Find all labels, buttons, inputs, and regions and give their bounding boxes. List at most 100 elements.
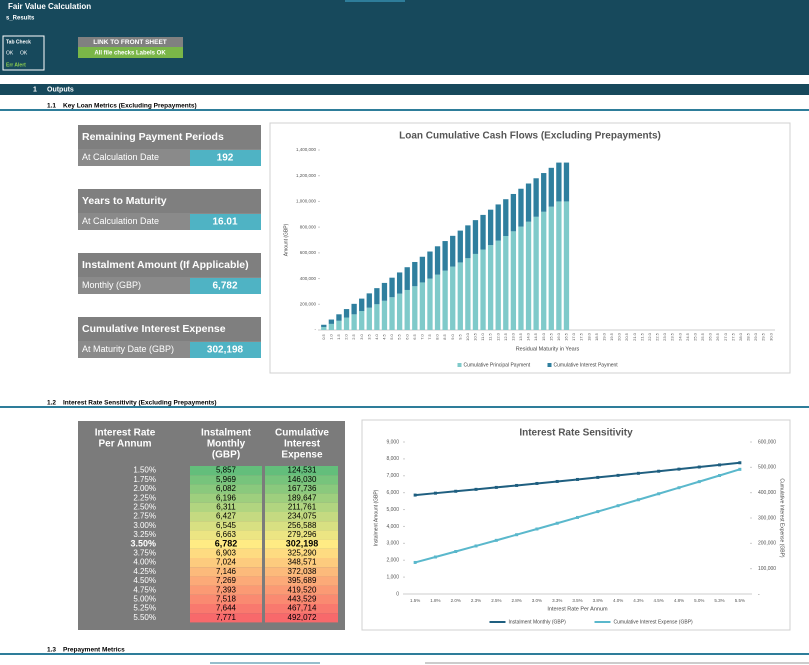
series-marker bbox=[697, 465, 701, 469]
y2-tick-label: 500,000 bbox=[758, 465, 776, 471]
x-tick-label: 25.0 bbox=[692, 332, 697, 341]
y2-tick-label: 100,000 bbox=[758, 566, 776, 572]
series-marker bbox=[677, 486, 681, 490]
bar-segment bbox=[533, 216, 539, 330]
table-rate: 3.50% bbox=[130, 539, 156, 549]
page-title: Fair Value Calculation bbox=[8, 2, 91, 11]
heat-cell bbox=[265, 475, 338, 485]
bar-segment bbox=[480, 249, 486, 330]
subsection-title: Interest Rate Sensitivity (Excluding Pre… bbox=[63, 400, 217, 407]
series-marker bbox=[454, 550, 458, 554]
x-tick-label: 16.5 bbox=[564, 332, 569, 341]
status-box bbox=[78, 47, 183, 58]
y2-tick-label: 600,000 bbox=[758, 439, 776, 445]
x-tick-label: 19.0 bbox=[601, 332, 606, 341]
x-tick-label: 18.0 bbox=[586, 332, 591, 341]
heat-cell bbox=[190, 502, 262, 512]
bar-segment bbox=[328, 323, 335, 330]
legend-label: Instalment Monthly (GBP) bbox=[509, 619, 567, 625]
x-tick-label: 29.5 bbox=[761, 332, 766, 341]
y-tick-label: 600,000 bbox=[300, 250, 317, 255]
table-header: Cumulative bbox=[275, 428, 329, 439]
bar-segment bbox=[487, 209, 494, 246]
bar-segment bbox=[495, 240, 501, 330]
x-tick-label: 26.0 bbox=[708, 332, 713, 341]
bar-segment bbox=[548, 167, 554, 207]
bar-segment bbox=[457, 230, 463, 263]
metric-label: Monthly (GBP) bbox=[82, 280, 141, 290]
heat-cell bbox=[190, 466, 262, 476]
link-button-label: LINK TO FRONT SHEET bbox=[93, 39, 167, 46]
table-rate: 3.25% bbox=[133, 530, 156, 539]
heat-cell bbox=[190, 604, 262, 614]
bar-segment bbox=[457, 262, 463, 330]
x-tick-label: 13.0 bbox=[510, 332, 515, 341]
bar-segment bbox=[381, 282, 388, 301]
bar-segment bbox=[510, 193, 517, 232]
bar-segment bbox=[366, 293, 372, 308]
x-tick-label: 9.5 bbox=[457, 333, 462, 339]
bar-segment bbox=[556, 162, 562, 202]
x-tick-label: 5.5 bbox=[397, 333, 402, 339]
status-label: All file checks Labels OK bbox=[94, 51, 166, 57]
heat-cell bbox=[190, 539, 262, 549]
x-tick-label: 7.0 bbox=[419, 333, 424, 339]
bar-segment bbox=[366, 307, 372, 330]
x-tick-label: 15.5 bbox=[548, 332, 553, 341]
x-tick-label: 9.0 bbox=[450, 333, 455, 339]
legend-label: Cumulative Principal Payment bbox=[464, 362, 531, 368]
legend-swatch bbox=[547, 363, 552, 367]
x-tick-label: 2.5% bbox=[491, 598, 501, 603]
x-tick-label: 25.5 bbox=[700, 332, 705, 341]
y-tick-label: 200,000 bbox=[300, 301, 317, 306]
y-tick-label: 8,000 bbox=[386, 456, 399, 462]
table-cell: 7,146 bbox=[216, 567, 237, 576]
bar-segment bbox=[351, 303, 357, 315]
y2-tick-label: 200,000 bbox=[758, 541, 776, 547]
legend-label: Cumulative Interest Expense (GBP) bbox=[614, 619, 694, 625]
bar-segment bbox=[495, 204, 501, 241]
bar-segment bbox=[518, 226, 524, 330]
metric-value-box bbox=[190, 214, 261, 230]
x-tick-label: 14.5 bbox=[533, 332, 538, 341]
series-marker bbox=[657, 469, 661, 473]
y-tick-label: 0 bbox=[396, 591, 399, 597]
x-tick-label: 4.0 bbox=[374, 333, 379, 339]
x-tick-label: 14.0 bbox=[526, 332, 531, 341]
series-marker bbox=[454, 489, 458, 493]
link-button[interactable] bbox=[78, 37, 183, 47]
bar-segment bbox=[503, 235, 509, 330]
x-tick-label: 28.5 bbox=[746, 332, 751, 341]
bar-segment bbox=[427, 278, 433, 330]
x-tick-label: 3.5% bbox=[572, 598, 582, 603]
x-tick-label: 1.8% bbox=[430, 598, 440, 603]
heat-cell bbox=[265, 548, 338, 558]
x-tick-label: 6.0 bbox=[404, 333, 409, 339]
table-rate: 3.00% bbox=[133, 521, 156, 530]
series-marker bbox=[515, 533, 519, 537]
x-tick-label: 10.0 bbox=[465, 332, 470, 341]
x-tick-label: 2.8% bbox=[511, 598, 521, 603]
table-rate: 1.50% bbox=[133, 466, 156, 475]
x-tick-label: 26.5 bbox=[715, 332, 720, 341]
x-tick-label: 4.8% bbox=[674, 598, 684, 603]
x-tick-label: 7.5 bbox=[427, 333, 432, 339]
chart-title: Loan Cumulative Cash Flows (Excluding Pr… bbox=[399, 131, 661, 142]
y-axis-label: Amount (GBP) bbox=[283, 223, 289, 256]
x-tick-label: 22.0 bbox=[647, 332, 652, 341]
x-tick-label: 17.5 bbox=[579, 332, 584, 341]
x-tick-label: 20.5 bbox=[624, 332, 629, 341]
heat-cell bbox=[190, 475, 262, 485]
page-subtitle: s_Results bbox=[6, 16, 35, 22]
y-tick-label: 3,000 bbox=[386, 541, 399, 547]
metric-value: 192 bbox=[217, 153, 234, 164]
table-cell: 419,520 bbox=[288, 585, 317, 594]
x-tick-label: 5.0% bbox=[694, 598, 704, 603]
metric-value: 302,198 bbox=[207, 345, 244, 356]
heat-cell bbox=[190, 576, 262, 586]
x-tick-label: 1.5 bbox=[336, 333, 341, 339]
subsection-number: 1.1 bbox=[47, 103, 56, 110]
legend-swatch bbox=[457, 363, 462, 367]
table-cell: 6,427 bbox=[216, 512, 237, 521]
